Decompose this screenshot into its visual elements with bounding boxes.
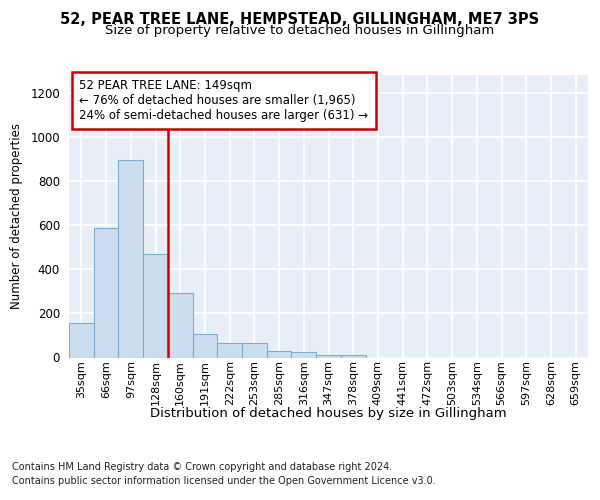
Bar <box>193 334 217 357</box>
Y-axis label: Number of detached properties: Number of detached properties <box>10 123 23 309</box>
Bar <box>316 356 341 358</box>
Bar <box>118 160 143 358</box>
Bar <box>143 254 168 358</box>
Text: 52, PEAR TREE LANE, HEMPSTEAD, GILLINGHAM, ME7 3PS: 52, PEAR TREE LANE, HEMPSTEAD, GILLINGHA… <box>61 12 539 28</box>
Bar <box>168 294 193 358</box>
Text: Size of property relative to detached houses in Gillingham: Size of property relative to detached ho… <box>106 24 494 37</box>
Bar <box>69 324 94 358</box>
Bar <box>292 352 316 358</box>
Text: Contains public sector information licensed under the Open Government Licence v3: Contains public sector information licen… <box>12 476 436 486</box>
Text: Distribution of detached houses by size in Gillingham: Distribution of detached houses by size … <box>151 408 507 420</box>
Text: 52 PEAR TREE LANE: 149sqm
← 76% of detached houses are smaller (1,965)
24% of se: 52 PEAR TREE LANE: 149sqm ← 76% of detac… <box>79 79 368 122</box>
Bar <box>94 228 118 358</box>
Bar <box>217 343 242 357</box>
Bar <box>267 352 292 358</box>
Bar <box>242 343 267 357</box>
Bar <box>341 356 365 358</box>
Text: Contains HM Land Registry data © Crown copyright and database right 2024.: Contains HM Land Registry data © Crown c… <box>12 462 392 472</box>
